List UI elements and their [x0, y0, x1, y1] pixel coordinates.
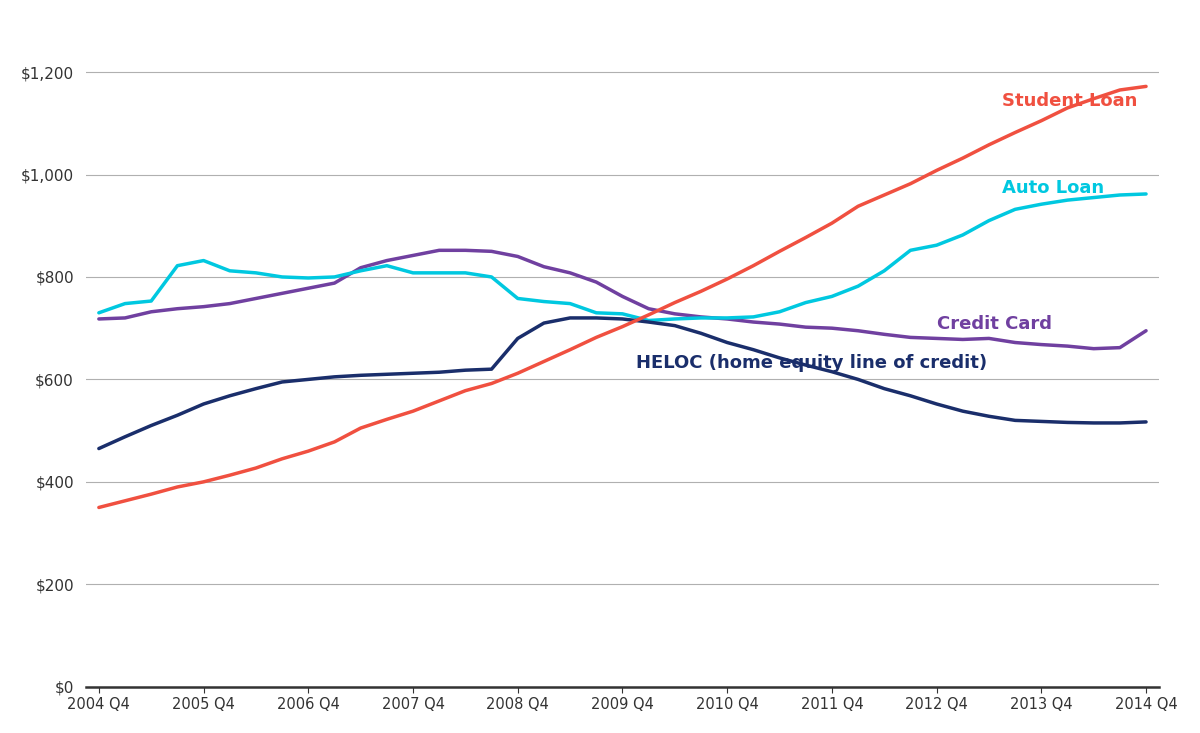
Text: Credit Card: Credit Card — [937, 315, 1051, 334]
Text: Student Loan: Student Loan — [1002, 92, 1138, 111]
Text: HELOC (home equity line of credit): HELOC (home equity line of credit) — [636, 354, 986, 372]
Text: Auto Loan: Auto Loan — [1002, 179, 1104, 197]
